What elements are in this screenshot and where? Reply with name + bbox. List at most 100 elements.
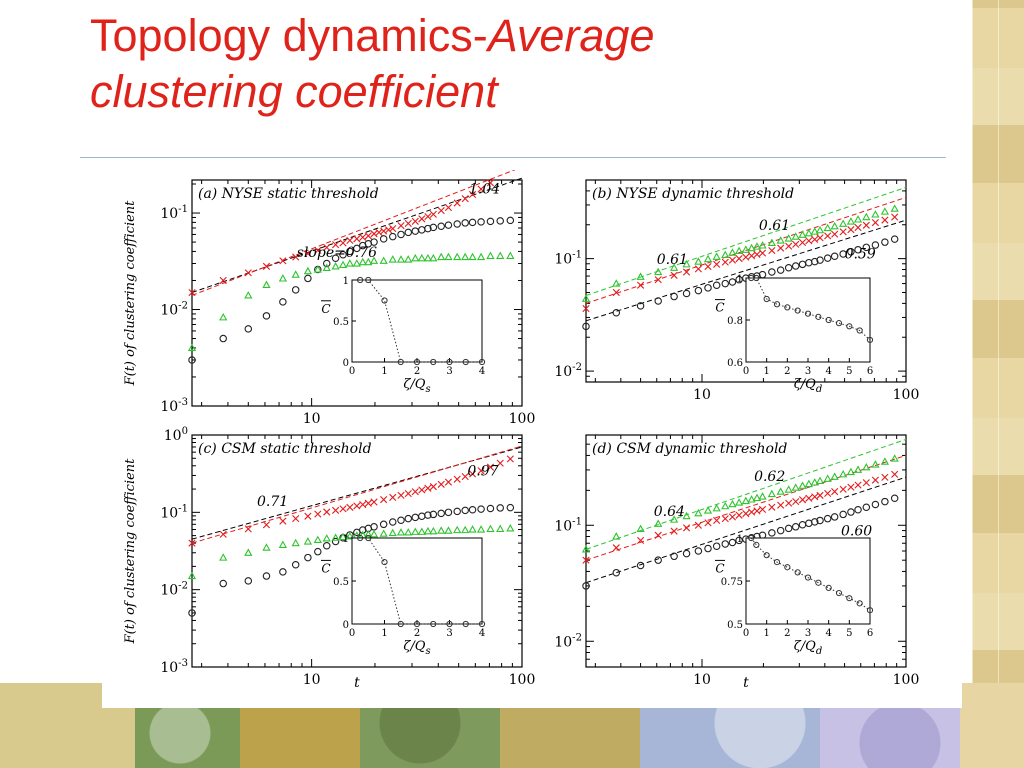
- data-point: [278, 540, 288, 548]
- slide-title: Topology dynamics-Average clustering coef…: [90, 8, 950, 120]
- data-point: [890, 235, 899, 243]
- data-point: [262, 543, 271, 551]
- data-point: [612, 544, 620, 552]
- inset-point: [413, 358, 421, 366]
- data-point: [636, 561, 645, 570]
- data-point: [815, 225, 825, 234]
- data-point: [747, 252, 756, 260]
- data-point: [506, 251, 515, 259]
- series-circle: [188, 503, 515, 617]
- data-point: [353, 235, 361, 243]
- data-point: [188, 539, 196, 547]
- data-point: [810, 227, 819, 235]
- data-point: [506, 524, 515, 532]
- data-point: [891, 470, 899, 478]
- data-point: [364, 232, 372, 240]
- y-tick-label: 10-2: [160, 581, 188, 599]
- data-point: [810, 518, 819, 526]
- data-point: [721, 279, 729, 288]
- data-point: [742, 510, 750, 518]
- data-point: [304, 553, 312, 562]
- x-tick-label: 100: [893, 672, 920, 688]
- inset-x-tick-label: 4: [479, 366, 485, 377]
- title-second-line: clustering coefficient: [90, 66, 498, 117]
- data-point: [339, 250, 347, 259]
- data-point: [712, 281, 721, 289]
- data-point: [339, 505, 347, 513]
- data-point: [444, 526, 453, 534]
- data-point: [352, 259, 361, 267]
- data-point: [417, 253, 426, 262]
- data-point: [244, 548, 253, 556]
- data-point: [345, 531, 355, 540]
- inset-x-tick-label: 4: [825, 628, 831, 639]
- data-point: [461, 195, 469, 203]
- inset-point: [784, 564, 791, 571]
- data-point: [219, 334, 227, 343]
- series-cross: [582, 470, 899, 564]
- inset-point: [462, 358, 469, 366]
- data-point: [890, 454, 899, 462]
- data-point: [728, 256, 737, 264]
- data-point: [823, 254, 832, 262]
- data-point: [712, 252, 721, 260]
- data-point: [496, 459, 504, 467]
- data-point: [338, 532, 348, 541]
- data-point: [322, 263, 331, 272]
- data-point: [823, 514, 832, 523]
- inset-point: [753, 274, 760, 282]
- data-point: [713, 516, 721, 525]
- data-point: [682, 289, 691, 298]
- data-point: [880, 457, 890, 465]
- y-tick-label: 100: [164, 426, 188, 444]
- inset-point: [856, 327, 863, 334]
- data-point: [824, 489, 832, 498]
- data-point: [468, 218, 477, 227]
- data-point: [830, 513, 839, 521]
- data-point: [404, 514, 413, 523]
- fit-line: [191, 446, 523, 540]
- data-point: [805, 494, 813, 502]
- data-point: [767, 238, 776, 246]
- data-point: [338, 260, 348, 269]
- data-point: [304, 274, 312, 283]
- data-point: [444, 221, 453, 229]
- data-point: [637, 536, 645, 545]
- data-point: [477, 505, 485, 513]
- data-point: [654, 531, 662, 539]
- data-point: [669, 515, 679, 523]
- annotation-label: 0.61: [657, 252, 688, 268]
- annotation-label: 0.62: [754, 469, 785, 485]
- data-point: [486, 524, 495, 533]
- data-point: [418, 486, 426, 494]
- inset-point: [365, 276, 372, 284]
- data-point: [871, 500, 880, 509]
- data-point: [370, 498, 378, 506]
- data-point: [331, 262, 340, 270]
- data-point: [862, 221, 870, 229]
- inset-point: [815, 313, 822, 320]
- annotation-label: 0.60: [841, 523, 872, 539]
- inset-point: [773, 301, 781, 308]
- data-point: [476, 252, 486, 261]
- data-point: [496, 251, 505, 259]
- inset-x-tick-label: 0: [349, 366, 355, 377]
- data-point: [862, 462, 871, 471]
- data-point: [396, 528, 406, 536]
- data-point: [429, 483, 437, 491]
- data-point: [453, 475, 461, 483]
- inset-x-tick-label: 4: [479, 628, 485, 639]
- data-point: [798, 496, 807, 504]
- data-point: [496, 504, 504, 512]
- data-point: [331, 254, 340, 262]
- data-point: [810, 478, 819, 486]
- inset-plot: 0 1 2 3 4 0 0.5 1 ζ/Qs C: [321, 534, 485, 657]
- inset-y-axis-label: C: [715, 561, 724, 575]
- annotation-label: 0.64: [654, 504, 685, 520]
- data-point: [262, 572, 271, 580]
- data-point: [219, 530, 227, 538]
- inset-point: [381, 558, 388, 566]
- data-point: [767, 489, 776, 498]
- data-point: [777, 244, 785, 252]
